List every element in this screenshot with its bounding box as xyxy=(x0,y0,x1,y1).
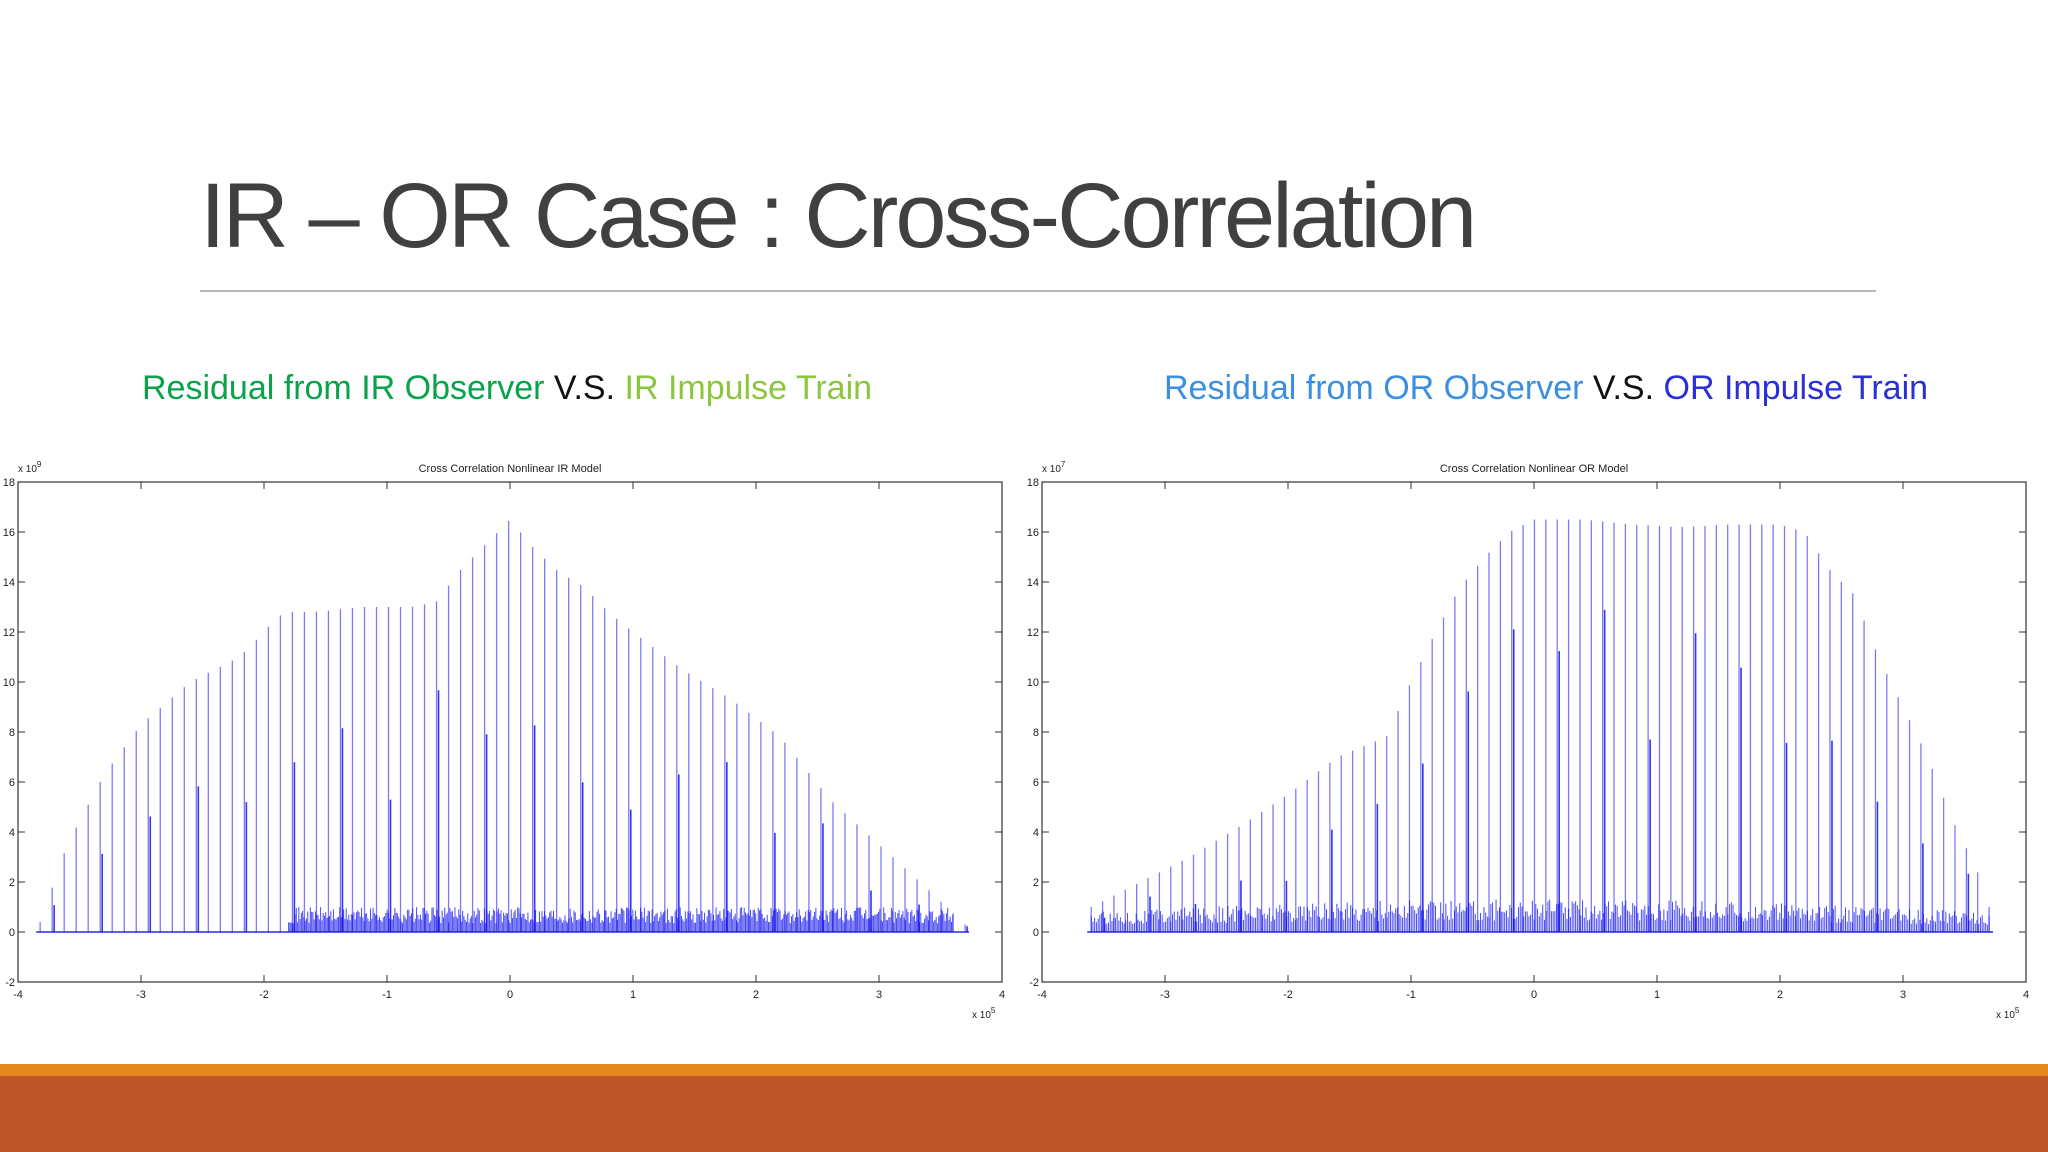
y-tick-label: 18 xyxy=(1027,477,1039,489)
y-tick-label: 6 xyxy=(1033,777,1039,789)
caption-ir-train: IR Impulse Train xyxy=(624,369,873,407)
y-tick-label: 8 xyxy=(1033,727,1039,739)
y-tick-label: 14 xyxy=(1027,577,1039,589)
chart-title: Cross Correlation Nonlinear OR Model xyxy=(1440,463,1628,475)
x-tick-label: 0 xyxy=(1531,989,1537,1001)
y-tick-label: 14 xyxy=(3,577,15,589)
y-tick-label: -2 xyxy=(1029,977,1039,989)
x-tick-label: -1 xyxy=(1406,989,1416,1001)
y-tick-label: 4 xyxy=(1033,827,1039,839)
x-tick-label: 3 xyxy=(876,989,882,1001)
y-tick-label: 6 xyxy=(9,777,15,789)
footer-band xyxy=(0,1076,2048,1152)
plot-frame xyxy=(17,481,1003,983)
y-tick-label: 18 xyxy=(3,477,15,489)
caption-ir: Residual from IR Observer V.S. IR Impuls… xyxy=(142,368,872,408)
x-tick-label: 2 xyxy=(753,989,759,1001)
y-exponent-label: x 107 xyxy=(1042,460,1066,475)
y-tick-label: 10 xyxy=(1027,677,1039,689)
y-exponent-label: x 109 xyxy=(18,460,42,475)
chart-title: Cross Correlation Nonlinear IR Model xyxy=(419,463,602,475)
x-tick-label: 1 xyxy=(630,989,636,1001)
y-tick-label: -2 xyxy=(5,977,15,989)
footer-accent-stripe xyxy=(0,1064,2048,1076)
chart-or-panel: Cross Correlation Nonlinear OR Model x 10… xyxy=(1024,438,2048,1033)
y-tick-label: 16 xyxy=(3,527,15,539)
y-tick-label: 0 xyxy=(1033,927,1039,939)
caption-ir-residual: Residual from IR Observer xyxy=(142,369,545,407)
y-tick-label: 16 xyxy=(1027,527,1039,539)
title-underline xyxy=(200,290,1876,292)
x-tick-label: 2 xyxy=(1777,989,1783,1001)
caption-or-train: OR Impulse Train xyxy=(1663,369,1929,407)
y-tick-label: 12 xyxy=(3,627,15,639)
y-tick-label: 8 xyxy=(9,727,15,739)
x-tick-label: -4 xyxy=(13,989,23,1001)
x-tick-label: -2 xyxy=(1283,989,1293,1001)
x-tick-label: -3 xyxy=(136,989,146,1001)
caption-ir-vs: V.S. xyxy=(544,369,625,407)
y-tick-label: 0 xyxy=(9,927,15,939)
y-tick-label: 10 xyxy=(3,677,15,689)
x-tick-label: -3 xyxy=(1160,989,1170,1001)
y-tick-label: 2 xyxy=(1033,877,1039,889)
chart-ir-panel: Cross Correlation Nonlinear IR Model x 10… xyxy=(0,438,1024,1033)
caption-or-vs: V.S. xyxy=(1583,369,1664,407)
x-exponent-label: x 105 xyxy=(972,1006,996,1021)
y-tick-label: 2 xyxy=(9,877,15,889)
chart-or-cross-correlation: Cross Correlation Nonlinear OR Model x 10… xyxy=(1027,460,2029,1021)
chart-ir-cross-correlation: Cross Correlation Nonlinear IR Model x 10… xyxy=(3,460,1005,1021)
slide-title: IR – OR Case : Cross-Correlation xyxy=(200,165,1477,267)
x-tick-label: 0 xyxy=(507,989,513,1001)
caption-or-residual: Residual from OR Observer xyxy=(1164,369,1584,407)
y-tick-label: 4 xyxy=(9,827,15,839)
x-tick-label: -1 xyxy=(382,989,392,1001)
y-tick-label: 12 xyxy=(1027,627,1039,639)
x-tick-label: 4 xyxy=(999,989,1005,1001)
x-tick-label: -2 xyxy=(259,989,269,1001)
x-tick-label: 3 xyxy=(1900,989,1906,1001)
x-tick-label: -4 xyxy=(1037,989,1047,1001)
x-exponent-label: x 105 xyxy=(1996,1006,2020,1021)
caption-or: Residual from OR Observer V.S. OR Impuls… xyxy=(1164,368,1928,408)
x-tick-label: 4 xyxy=(2023,989,2029,1001)
x-tick-label: 1 xyxy=(1654,989,1660,1001)
